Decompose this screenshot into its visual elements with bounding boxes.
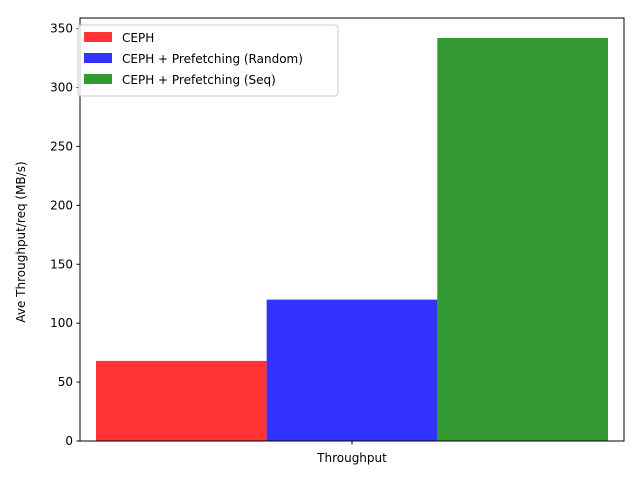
bar-1 xyxy=(96,360,267,441)
x-tick-label: Throughput xyxy=(316,451,387,465)
y-tick-label: 100 xyxy=(50,316,73,330)
y-axis-label: Ave Throughput/req (MB/s) xyxy=(14,161,28,322)
y-tick-label: 50 xyxy=(58,375,73,389)
legend-swatch xyxy=(84,53,112,63)
y-tick-label: 350 xyxy=(50,22,73,36)
legend-label: CEPH xyxy=(122,31,154,45)
bar-3 xyxy=(437,38,608,441)
axes-layer: 0 50 100 150 200 250 300 350 Throughput xyxy=(50,17,625,465)
y-tick-label: 0 xyxy=(65,434,73,448)
legend-frame xyxy=(77,24,339,97)
bars-layer xyxy=(96,38,608,441)
y-tick-label: 150 xyxy=(50,257,73,271)
y-tick-label: 250 xyxy=(50,139,73,153)
legend-swatch xyxy=(84,32,112,42)
bar-2 xyxy=(266,299,438,441)
legend-label: CEPH + Prefetching (Random) xyxy=(122,52,303,66)
y-tick-label: 200 xyxy=(50,198,73,212)
legend-label: CEPH + Prefetching (Seq) xyxy=(122,73,276,87)
y-tick-label: 300 xyxy=(50,81,73,95)
legend: CEPH CEPH + Prefetching (Random) CEPH + Pr… xyxy=(77,24,339,97)
legend-swatch xyxy=(84,74,112,84)
